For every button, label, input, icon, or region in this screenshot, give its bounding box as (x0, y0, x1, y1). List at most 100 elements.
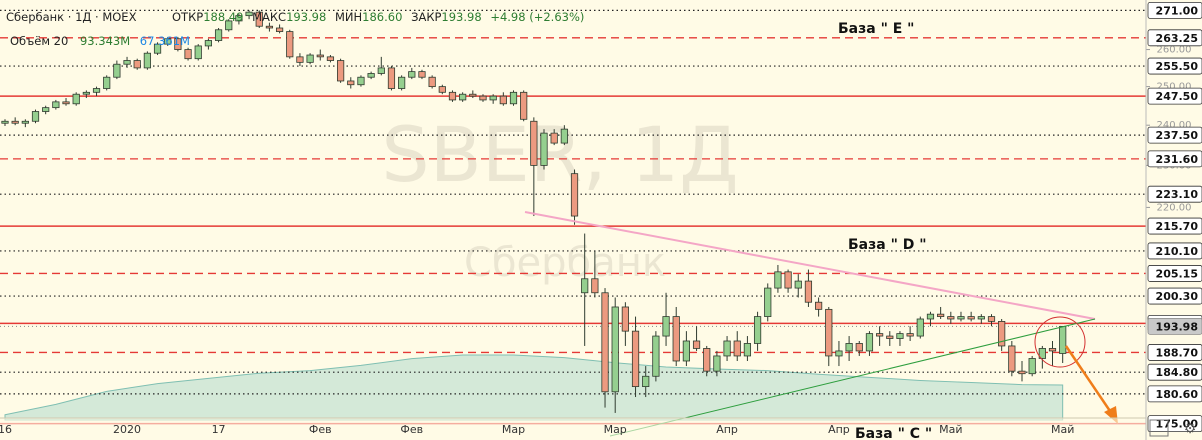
candle-body (52, 101, 60, 109)
level-label: 205.15 (1156, 267, 1198, 280)
candle-body (31, 111, 40, 122)
candle-body (62, 101, 70, 105)
forecast-arrow (1064, 345, 1114, 415)
field-value: 188.49 (203, 10, 243, 24)
candle-body (103, 76, 111, 89)
candle-body (326, 56, 335, 61)
candle-body (448, 91, 457, 101)
candle-body (855, 343, 863, 352)
field-value: 186.60 (362, 10, 402, 24)
candle-body (1008, 345, 1016, 372)
candle-body (204, 40, 212, 47)
candle-body (520, 91, 528, 120)
settings-icon[interactable]: ⚙ (1184, 421, 1197, 437)
candle-body (733, 340, 741, 357)
candle-body (214, 29, 223, 41)
candle-body (153, 43, 162, 54)
y-tick-label: 250.00 (1157, 82, 1192, 93)
volume-header: Объём 20 93.343M 67.361M (10, 34, 190, 48)
candle-body (947, 316, 955, 320)
level-label: 215.70 (1156, 220, 1199, 233)
x-tick-label: Мар (604, 423, 627, 436)
field-label: МИН (335, 10, 362, 24)
candle-body (937, 313, 945, 317)
candle-body (347, 80, 355, 86)
candle-body (82, 91, 90, 95)
y-axis: 260.00250.00240.00230.00220.00271.00263.… (1145, 0, 1202, 440)
candle-body (245, 11, 253, 17)
candle-body (316, 54, 324, 58)
candle-body (835, 350, 843, 357)
candle-body (753, 316, 762, 344)
candle-body (906, 333, 914, 337)
level-label: 210.10 (1156, 245, 1199, 258)
y-tick-label: 220.00 (1157, 202, 1192, 213)
candle-body (550, 132, 558, 144)
candle-body (621, 306, 629, 332)
candle-body (235, 15, 243, 22)
candle-body (21, 120, 29, 124)
x-tick-label: Май (1051, 423, 1074, 436)
candle-body (886, 335, 894, 339)
candle-body (794, 280, 802, 289)
candle-body (509, 91, 518, 105)
candle-body (967, 316, 975, 320)
candle-body (164, 38, 172, 45)
candle-body (42, 107, 50, 112)
level-label: 188.70 (1156, 346, 1199, 359)
candle-body (631, 330, 640, 387)
level-label-box (1147, 150, 1202, 168)
candle-body (570, 173, 579, 217)
candle-body (642, 375, 650, 387)
y-tick-label: 260.00 (1157, 45, 1192, 56)
candle-body (865, 333, 874, 352)
x-tick-label: 17 (212, 423, 226, 436)
candle-body (916, 318, 924, 337)
candle-body (957, 316, 965, 320)
level-label-box (1147, 242, 1202, 260)
candle-body (1038, 348, 1046, 359)
candle-body (133, 60, 141, 69)
candle-body (601, 292, 609, 393)
candle-body (611, 306, 619, 393)
candle-body (825, 308, 833, 357)
level-label: 271.00 (1156, 4, 1199, 17)
x-tick-label: Фев (309, 423, 332, 436)
candle-body (489, 95, 497, 101)
level-label-box (1147, 57, 1202, 75)
candle-body (479, 95, 487, 101)
candle-body (784, 271, 792, 289)
level-label: 223.10 (1156, 188, 1199, 201)
candle-body (1018, 370, 1026, 375)
x-tick-label: Фев (400, 423, 423, 436)
level-label-box (1147, 344, 1202, 361)
candle-body (998, 321, 1006, 347)
highlight-circle (1034, 316, 1086, 368)
candle-body (540, 132, 548, 166)
candle-body (560, 128, 568, 144)
y-tick-label: 240.00 (1157, 120, 1192, 131)
candle-body (987, 316, 996, 322)
candle-body (530, 120, 538, 166)
volume-ma-value: 67.361M (140, 34, 190, 48)
candle-body (438, 86, 446, 93)
candle-body (692, 340, 701, 349)
level-label-box (1147, 126, 1202, 144)
field-label: ОТКР (172, 10, 203, 24)
level-label-box (1147, 363, 1202, 381)
candle-body (804, 280, 813, 303)
field-value: 193.98 (441, 10, 481, 24)
level-label: 193.98 (1156, 320, 1198, 333)
candle-body (1028, 358, 1036, 375)
volume-value: 93.343M (80, 34, 130, 48)
candle-body (672, 316, 680, 362)
candles-layer (1, 10, 1067, 413)
scale-button[interactable] (1149, 419, 1169, 437)
candle-body (743, 343, 752, 357)
watermark: SBER, 1Д (381, 110, 738, 199)
candle-body (1, 120, 9, 124)
candle-body (275, 27, 284, 32)
candle-body (469, 93, 477, 97)
level-label: 247.50 (1156, 90, 1199, 103)
